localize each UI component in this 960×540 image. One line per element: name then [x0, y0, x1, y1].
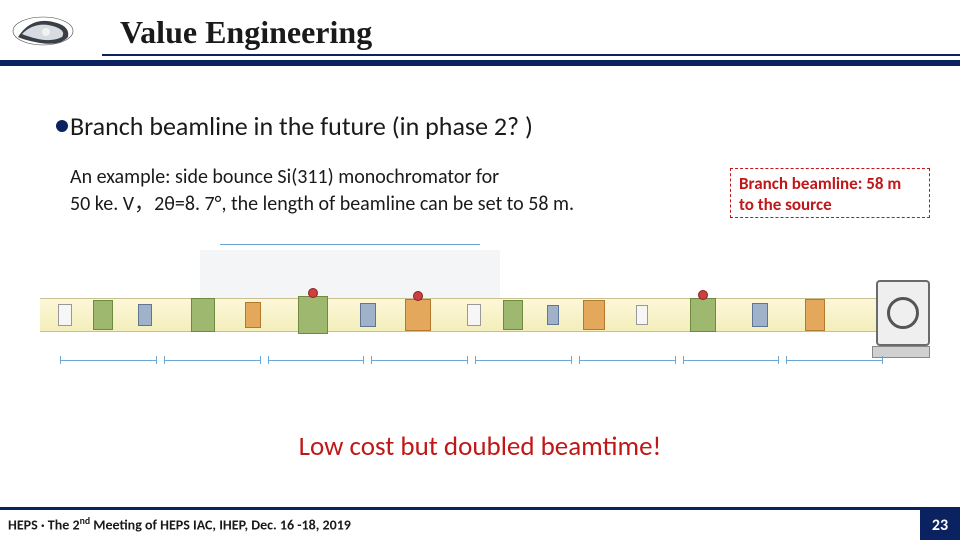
dimension-tick: [683, 356, 684, 364]
beamline-component: [93, 300, 113, 330]
dimension-tick: [363, 356, 364, 364]
dimension-tick: [786, 356, 787, 364]
example-line-2: 50 ke. V，2θ=8. 7°, the length of beamlin…: [70, 191, 574, 218]
footer-meeting-text: HEPS · The 2nd Meeting of HEPS IAC, IHEP…: [8, 515, 351, 534]
dimension-line: [268, 360, 364, 361]
callout-line-1: Branch beamline: 58 m: [739, 173, 921, 194]
dimension-tick: [778, 356, 779, 364]
dimension-tick: [60, 356, 61, 364]
header-rule-thick: [0, 60, 960, 66]
dimension-line-upper: [220, 244, 480, 245]
beamline-component: [138, 304, 152, 326]
beamline-diagram: [40, 240, 930, 390]
dimension-tick: [260, 356, 261, 364]
dimension-tick: [467, 356, 468, 364]
dimension-line: [164, 360, 260, 361]
diagram-bg-strip: [200, 250, 500, 300]
end-detector-icon: [876, 280, 930, 346]
example-text: An example: side bounce Si(311) monochro…: [70, 164, 574, 218]
beamline-component: [58, 304, 72, 326]
dimension-line: [683, 360, 779, 361]
branch-callout-box: Branch beamline: 58 m to the source: [730, 168, 930, 218]
beamline-component: [245, 302, 261, 328]
component-knob-icon: [698, 290, 708, 300]
dimension-tick: [882, 356, 883, 364]
dimension-tick: [475, 356, 476, 364]
dimension-tick: [156, 356, 157, 364]
footer-suffix: Meeting of HEPS IAC, IHEP, Dec. 16 -18, …: [90, 517, 351, 534]
beamline-component: [191, 298, 215, 332]
dimension-line: [579, 360, 675, 361]
bullet-dot-icon: [56, 120, 68, 132]
beamline-component: [690, 298, 716, 332]
beamline-component: [503, 300, 523, 330]
dimension-tick: [579, 356, 580, 364]
dimension-tick: [164, 356, 165, 364]
end-detector-base: [872, 346, 930, 358]
page-number: 23: [920, 510, 960, 540]
galaxy-logo-icon: [12, 10, 74, 52]
dimension-line: [475, 360, 571, 361]
header-rule-thin: [102, 54, 960, 56]
callout-line-2: to the source: [739, 194, 921, 215]
dimension-tick: [675, 356, 676, 364]
beamline-rail: [40, 298, 930, 332]
beamline-component: [547, 305, 559, 325]
dimension-line: [60, 360, 156, 361]
dimension-line: [371, 360, 467, 361]
beamline-component: [583, 300, 605, 330]
footer-ordinal: nd: [80, 515, 91, 527]
dimension-tick: [371, 356, 372, 364]
beamline-component: [752, 303, 768, 327]
dimension-tick: [571, 356, 572, 364]
bullet-row: Branch beamline in the future (in phase …: [56, 110, 533, 142]
bullet-text: Branch beamline in the future (in phase …: [70, 110, 533, 142]
beamline-component: [298, 296, 328, 334]
beamline-component: [360, 303, 376, 327]
dimension-tick: [268, 356, 269, 364]
beamline-component: [636, 305, 648, 325]
beamline-component: [805, 299, 825, 331]
footer-prefix: HEPS · The 2: [8, 517, 80, 534]
beamline-component: [467, 304, 481, 326]
component-knob-icon: [413, 291, 423, 301]
conclusion-text: Low cost but doubled beamtime!: [0, 430, 960, 463]
example-line-1: An example: side bounce Si(311) monochro…: [70, 164, 574, 191]
dimension-line: [786, 360, 882, 361]
slide-title: Value Engineering: [120, 14, 372, 51]
beamline-component: [405, 299, 431, 331]
footer-rule: [0, 507, 960, 510]
